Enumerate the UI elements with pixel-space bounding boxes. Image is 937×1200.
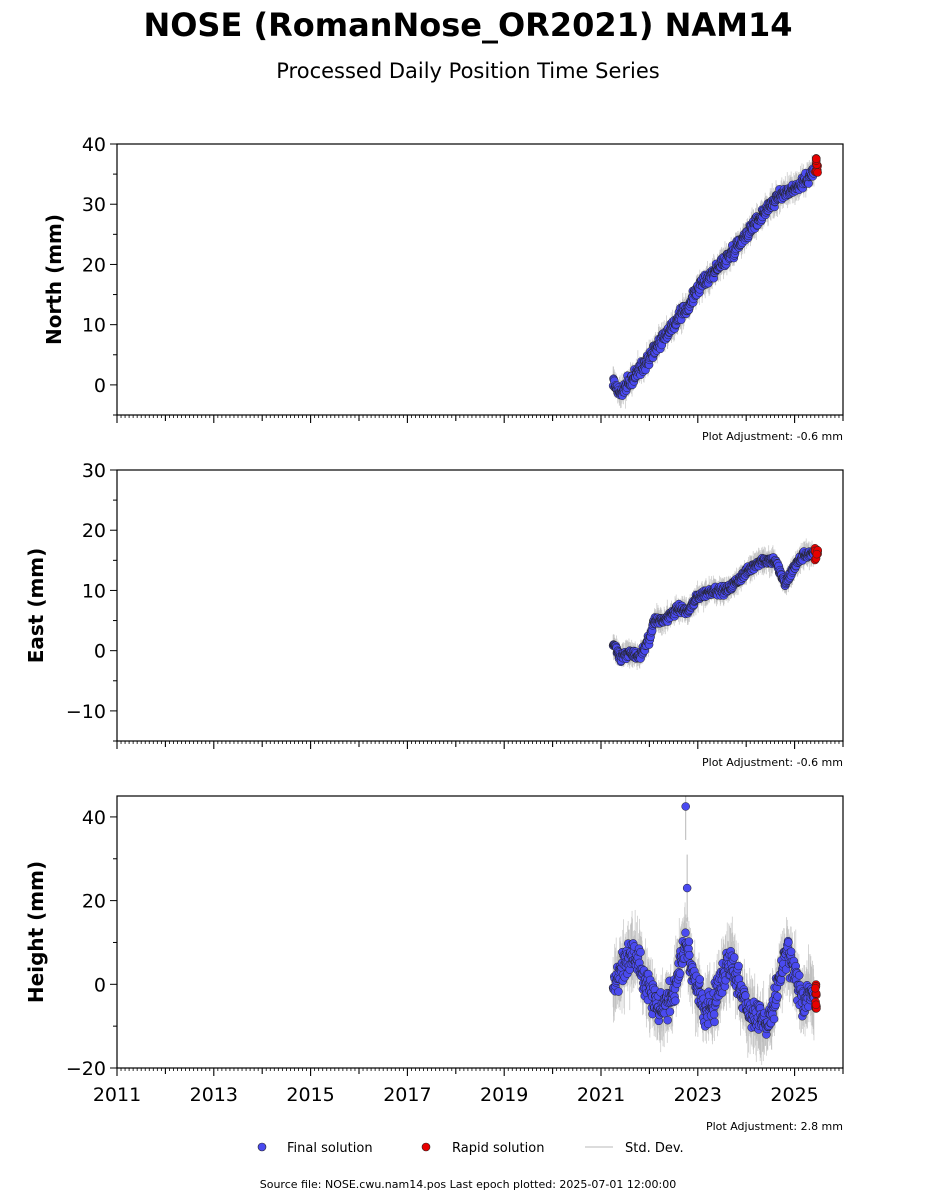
- height-final-point: [729, 953, 739, 962]
- north-rapid-points: [810, 154, 822, 177]
- height-final-point: [773, 992, 782, 1001]
- height-outlier-point: [681, 802, 690, 811]
- east-y-tick-label: 0: [94, 641, 106, 663]
- east-y-tick-label: −10: [66, 701, 106, 723]
- north-rapid-point: [813, 168, 822, 177]
- height-final-point: [786, 947, 796, 956]
- legend-final-marker: [257, 1142, 267, 1152]
- chart-subtitle: Processed Daily Position Time Series: [276, 59, 660, 83]
- height-final-point: [685, 950, 694, 960]
- height-final-point: [709, 1010, 719, 1019]
- height-x-tick-label: 2025: [770, 1084, 818, 1106]
- legend-rapid-label: Rapid solution: [452, 1141, 544, 1156]
- legend-final-label: Final solution: [287, 1141, 373, 1156]
- legend-rapid-marker: [421, 1142, 431, 1152]
- height-y-tick-label: 40: [82, 807, 106, 829]
- height-y-tick-label: 0: [94, 974, 106, 996]
- height-y-tick-label: 20: [82, 891, 106, 913]
- height-final-point: [695, 975, 705, 984]
- height-x-tick-label: 2017: [383, 1084, 431, 1106]
- height-plot-area: [608, 796, 821, 1066]
- east-final-points: [608, 546, 819, 667]
- chart-title: NOSE (RomanNose_OR2021) NAM14: [143, 6, 792, 44]
- height-final-point: [671, 996, 680, 1006]
- height-final-point: [741, 991, 750, 1000]
- north-rapid-point: [812, 154, 821, 164]
- north-y-tick-label: 20: [82, 254, 106, 276]
- east-axes-frame: [116, 469, 844, 742]
- east-y-axis-label: East (mm): [24, 548, 48, 664]
- height-final-point: [710, 1017, 719, 1027]
- height-final-point: [784, 938, 793, 947]
- north-y-tick-label: 10: [82, 315, 106, 337]
- north-panel: 0 10 20 30 40 North (mm): [42, 134, 844, 423]
- height-final-point: [665, 1007, 675, 1016]
- east-y-tick-label: 20: [82, 520, 106, 542]
- north-y-tick-label: 30: [82, 194, 106, 216]
- height-final-point: [769, 1014, 779, 1024]
- legend: Final solution Rapid solution Std. Dev.: [257, 1141, 684, 1156]
- east-adjustment-label: Plot Adjustment: -0.6 mm: [702, 756, 843, 769]
- north-y-axis-label: North (mm): [42, 214, 66, 345]
- east-plot-area: [608, 538, 822, 670]
- height-final-point: [675, 969, 685, 978]
- height-x-tick-label: 2013: [190, 1084, 238, 1106]
- legend-std-label: Std. Dev.: [625, 1141, 684, 1156]
- east-y-tick-label: 10: [82, 580, 106, 602]
- height-final-point: [734, 961, 743, 971]
- height-x-tick-label: 2015: [286, 1084, 334, 1106]
- height-adjustment-label: Plot Adjustment: 2.8 mm: [706, 1120, 843, 1133]
- east-rapid-points: [810, 544, 822, 565]
- height-final-point: [636, 947, 645, 957]
- height-rapid-point: [811, 1000, 821, 1010]
- north-adjustment-label: Plot Adjustment: -0.6 mm: [702, 430, 843, 443]
- height-final-point: [684, 937, 694, 946]
- east-rapid-point: [812, 549, 822, 559]
- height-final-point: [614, 987, 623, 996]
- height-final-point: [663, 1015, 672, 1025]
- height-panel: −20 0 20 40 2011 2013 2015 2017 2019 2021 2023 2025…: [24, 795, 844, 1106]
- height-x-tick-label: 2019: [480, 1084, 528, 1106]
- north-y-tick-label: 40: [82, 134, 106, 156]
- height-y-tick-label: −20: [66, 1058, 106, 1080]
- height-axes-frame: [116, 795, 844, 1069]
- height-rapid-points: [811, 980, 821, 1013]
- north-y-tick-label: 0: [94, 375, 106, 397]
- north-axes-frame: [116, 143, 844, 416]
- north-plot-area: [608, 154, 822, 409]
- height-x-tick-label: 2023: [674, 1084, 722, 1106]
- height-y-axis-label: Height (mm): [24, 861, 48, 1003]
- height-x-tick-label: 2021: [577, 1084, 625, 1106]
- height-x-tick-label: 2011: [93, 1084, 141, 1106]
- height-rapid-point: [811, 983, 820, 993]
- height-outlier-point: [682, 883, 692, 893]
- east-panel: −10 0 10 20 30 East (mm): [24, 460, 844, 749]
- height-final-point: [681, 928, 690, 937]
- north-final-points: [608, 164, 819, 400]
- source-caption: Source file: NOSE.cwu.nam14.pos Last epo…: [260, 1178, 677, 1191]
- height-final-points: [608, 802, 819, 1039]
- height-final-point: [795, 971, 804, 980]
- east-y-tick-label: 30: [82, 460, 106, 482]
